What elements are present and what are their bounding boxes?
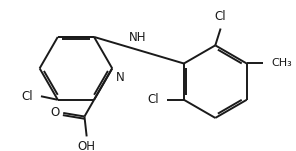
Text: OH: OH xyxy=(78,140,96,151)
Text: O: O xyxy=(51,106,60,119)
Text: CH₃: CH₃ xyxy=(271,58,292,69)
Text: Cl: Cl xyxy=(147,93,159,106)
Text: N: N xyxy=(116,71,125,84)
Text: NH: NH xyxy=(129,31,147,44)
Text: Cl: Cl xyxy=(215,10,226,23)
Text: Cl: Cl xyxy=(21,90,33,103)
